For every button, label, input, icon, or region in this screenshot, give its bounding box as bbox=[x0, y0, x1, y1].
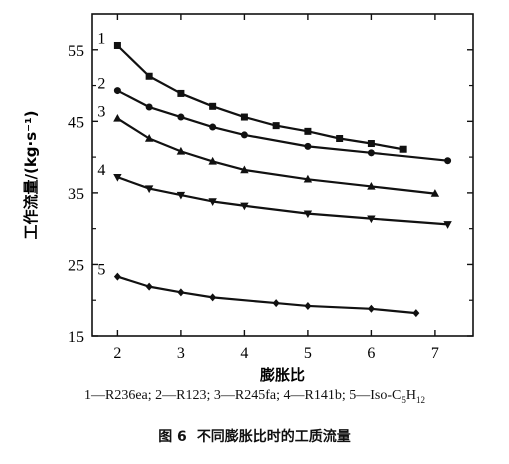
series-legend: 1—R236ea; 2—R123; 3—R245fa; 4—R141b; 5—I… bbox=[0, 388, 509, 405]
square-marker bbox=[336, 135, 344, 143]
circle-marker bbox=[240, 131, 248, 139]
square-marker bbox=[209, 102, 217, 110]
triangle-up-marker bbox=[367, 181, 376, 190]
triangle-down-marker bbox=[208, 198, 217, 206]
diamond-marker bbox=[177, 288, 185, 297]
circle-marker bbox=[177, 113, 185, 121]
circle-marker bbox=[444, 157, 452, 165]
diamond-marker bbox=[145, 282, 153, 291]
circle-marker bbox=[145, 103, 153, 111]
square-marker bbox=[304, 127, 312, 135]
triangle-up-marker bbox=[430, 189, 440, 197]
legend-5-text-h: H bbox=[405, 388, 416, 403]
diamond-marker bbox=[113, 272, 121, 281]
legend-2-number: 2 bbox=[155, 388, 163, 403]
triangle-down-marker bbox=[240, 202, 249, 211]
square-marker bbox=[272, 122, 280, 130]
legend-1-number: 1 bbox=[84, 388, 91, 403]
circle-marker bbox=[209, 123, 217, 131]
triangle-up-marker bbox=[113, 113, 122, 122]
series-1-label: 1 bbox=[97, 30, 105, 47]
series-5-line bbox=[117, 275, 416, 315]
series-2 bbox=[113, 87, 452, 165]
y-tick-label: 25 bbox=[68, 257, 84, 274]
triangle-down-marker bbox=[367, 215, 376, 224]
plot-frame bbox=[91, 13, 474, 337]
series-1-line bbox=[116, 44, 404, 151]
labels-layer: 1 2 3 4 5 bbox=[97, 30, 105, 278]
y-tick-label: 55 bbox=[68, 43, 84, 60]
legend-5-text: —Iso-C bbox=[356, 388, 402, 403]
triangle-down-marker bbox=[443, 221, 452, 229]
y-tick-label: 15 bbox=[68, 329, 84, 346]
square-marker bbox=[145, 72, 153, 80]
triangle-down-marker bbox=[113, 173, 122, 182]
triangle-up-marker bbox=[303, 174, 313, 183]
series-2-label: 2 bbox=[97, 76, 105, 93]
series-1 bbox=[113, 41, 407, 153]
circle-marker bbox=[367, 149, 375, 157]
square-marker bbox=[113, 41, 121, 49]
y-tick-label: 35 bbox=[68, 186, 84, 203]
triangle-down-marker bbox=[176, 191, 186, 200]
triangle-up-marker bbox=[240, 165, 249, 174]
diamond-marker bbox=[272, 299, 280, 308]
diamond-marker bbox=[412, 309, 420, 318]
square-marker bbox=[177, 89, 185, 97]
triangle-up-marker bbox=[208, 156, 217, 165]
square-marker bbox=[240, 113, 248, 121]
legend-4-text: —R141b; bbox=[290, 388, 350, 403]
triangle-up-marker bbox=[144, 134, 154, 142]
figure-number: 图 6 bbox=[158, 429, 187, 445]
series-layer bbox=[113, 41, 452, 318]
x-tick-label: 7 bbox=[431, 345, 439, 362]
triangle-up-marker bbox=[176, 146, 186, 155]
triangle-down-marker bbox=[144, 185, 154, 194]
series-3-label: 3 bbox=[97, 103, 105, 120]
x-tick-label: 3 bbox=[177, 345, 185, 362]
legend-5-subscript-h: 12 bbox=[415, 394, 425, 405]
figure-caption: 图 6 不同膨胀比时的工质流量 bbox=[0, 426, 509, 446]
legend-5-subscript-c: 5 bbox=[401, 394, 406, 405]
series-4 bbox=[113, 173, 452, 229]
legend-2-text: —R123; bbox=[162, 388, 214, 403]
diamond-marker bbox=[304, 301, 312, 310]
diamond-marker bbox=[367, 304, 375, 313]
circle-marker bbox=[304, 142, 312, 150]
x-tick-label: 4 bbox=[240, 345, 248, 362]
series-5-label: 5 bbox=[97, 262, 105, 279]
series-3-line bbox=[116, 117, 436, 195]
diamond-marker bbox=[209, 293, 217, 302]
x-axis-label: 膨胀比 bbox=[260, 366, 305, 384]
x-tick-label: 5 bbox=[304, 345, 312, 362]
triangle-down-marker bbox=[303, 210, 313, 219]
x-tick-label: 6 bbox=[367, 345, 375, 362]
series-4-line bbox=[117, 176, 448, 226]
legend-5-number: 5 bbox=[349, 388, 357, 403]
square-marker bbox=[399, 145, 407, 153]
square-marker bbox=[367, 140, 375, 148]
legend-3-text: —R245fa; bbox=[220, 388, 284, 403]
series-5 bbox=[113, 272, 420, 318]
x-tick-label: 2 bbox=[113, 345, 121, 362]
series-4-label: 4 bbox=[97, 162, 105, 179]
figure-title: 不同膨胀比时的工质流量 bbox=[196, 429, 351, 445]
y-axis-label: 工作流量/(kg·s⁻¹) bbox=[22, 110, 40, 239]
y-tick-label: 45 bbox=[68, 114, 84, 131]
circle-marker bbox=[113, 87, 121, 95]
legend-1-text: —R236ea; bbox=[91, 388, 156, 403]
series-2-line bbox=[116, 89, 448, 162]
legend-4-number: 4 bbox=[283, 388, 291, 403]
series-3 bbox=[113, 113, 440, 197]
legend-3-number: 3 bbox=[213, 388, 221, 403]
